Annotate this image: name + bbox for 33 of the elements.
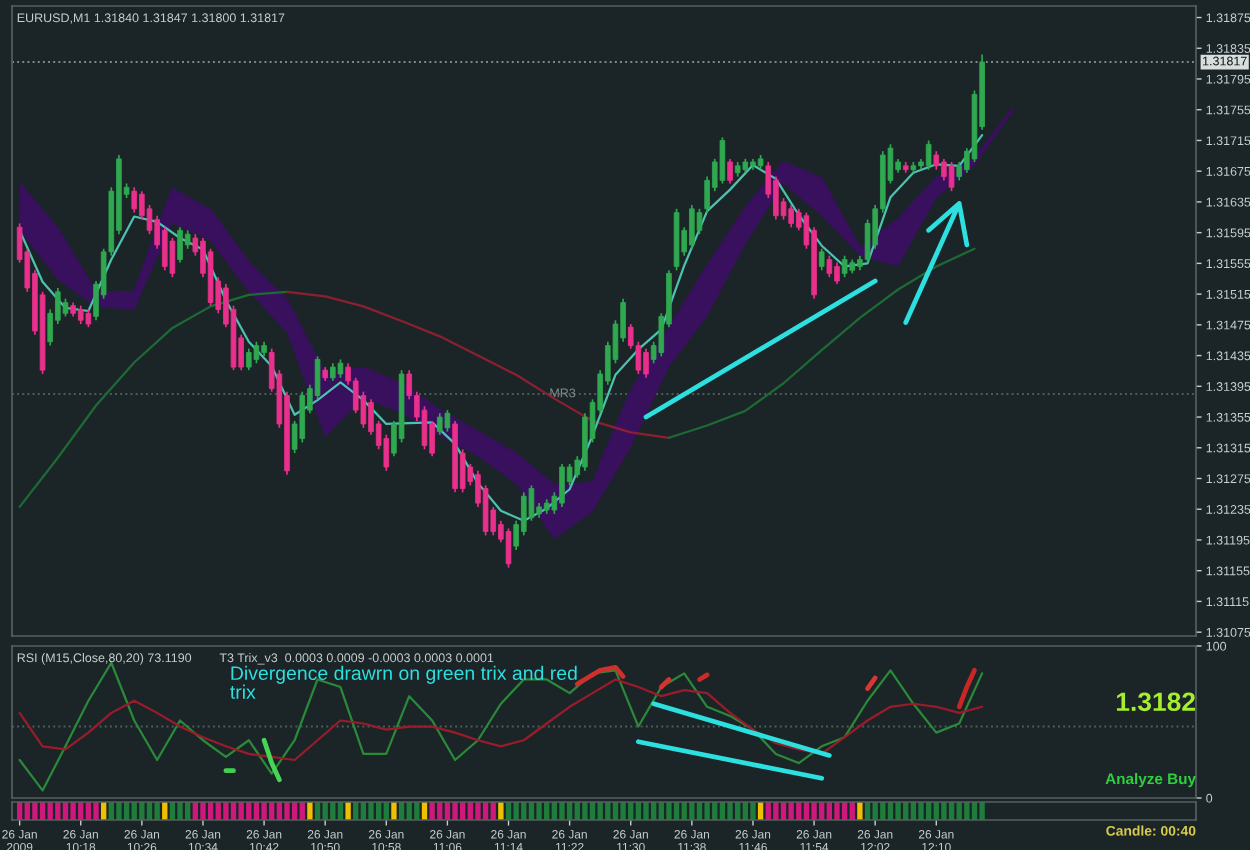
- candlestick: [948, 161, 955, 192]
- candlestick: [253, 340, 260, 365]
- candlestick: [246, 347, 252, 372]
- candlestick: [941, 158, 947, 182]
- candlestick: [933, 150, 940, 171]
- candlestick: [643, 347, 649, 379]
- candlestick: [444, 409, 451, 433]
- line-series: [574, 664, 626, 687]
- candlestick: [826, 254, 833, 279]
- line-series: [18, 661, 984, 792]
- candlestick: [436, 412, 443, 436]
- candlestick: [131, 186, 138, 214]
- line-series: [18, 290, 289, 509]
- candlestick: [337, 358, 344, 379]
- annotation: 1.3182: [1116, 692, 1195, 712]
- candlestick: [559, 463, 565, 508]
- candlestick: [177, 226, 183, 264]
- candlestick: [161, 226, 168, 272]
- candlestick: [841, 254, 848, 279]
- candlestick: [719, 136, 726, 185]
- line-series: [285, 290, 671, 439]
- candlestick: [505, 527, 512, 569]
- candlestick: [788, 204, 794, 229]
- line-series: [667, 247, 976, 439]
- candlestick: [834, 261, 840, 285]
- candlestick: [925, 139, 932, 171]
- annotation: Divergence drawrn on green trix and red trix: [230, 665, 577, 699]
- candlestick: [299, 390, 306, 444]
- candlestick: [689, 204, 695, 250]
- candlestick: [77, 304, 84, 325]
- candlestick: [818, 247, 825, 272]
- line-series: [903, 201, 970, 325]
- candlestick: [727, 158, 733, 185]
